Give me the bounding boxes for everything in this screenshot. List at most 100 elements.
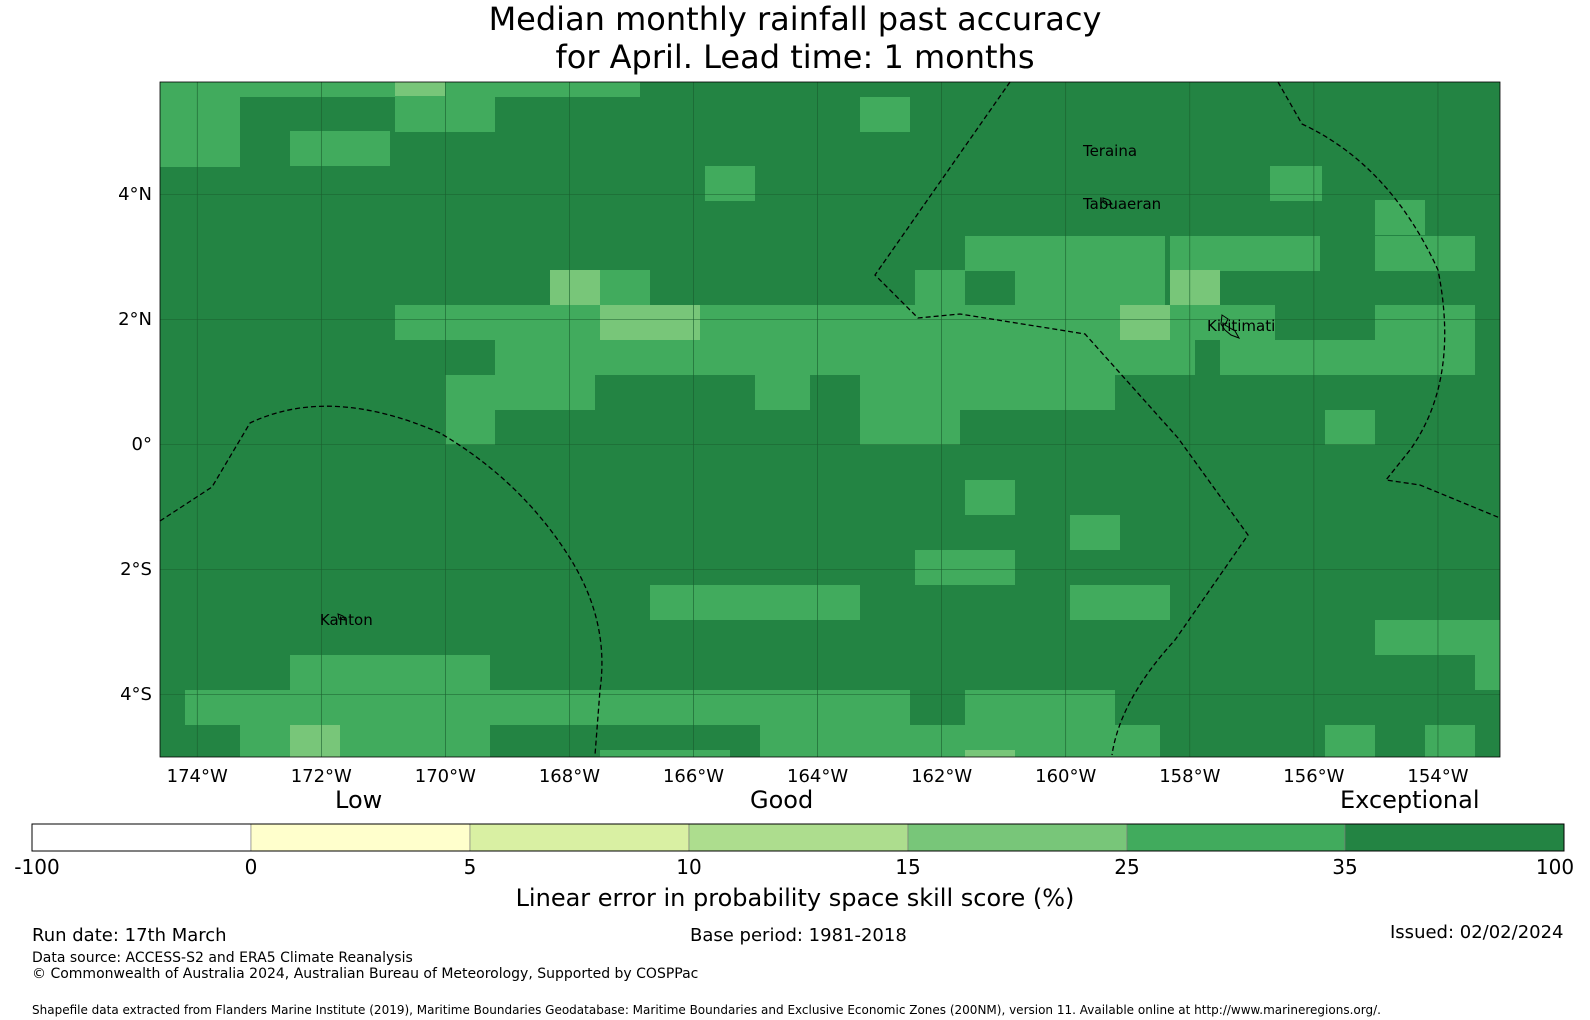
grid-cell-32 xyxy=(650,585,860,620)
grid-cell-43 xyxy=(1425,725,1475,757)
grid-cell-23 xyxy=(445,375,595,410)
place-label-0: Teraina xyxy=(1082,141,1138,160)
colorbar-seg-0 xyxy=(31,823,252,852)
graticule xyxy=(160,82,1500,757)
data-source: Data source: ACCESS-S2 and ERA5 Climate … xyxy=(32,950,413,966)
colorbar-tick-5: 25 xyxy=(1114,855,1140,879)
colorbar-seg-3 xyxy=(688,823,909,852)
colorbar-frame xyxy=(31,823,1565,852)
eez-kiritimati-east xyxy=(1277,81,1501,519)
x-tick-7: 160°W xyxy=(1035,766,1097,787)
category-good: Good xyxy=(750,786,814,814)
title-line-2: for April. Lead time: 1 months xyxy=(555,38,1035,76)
grid-cell-27 xyxy=(860,410,960,445)
x-tick-4: 166°W xyxy=(662,766,725,787)
grid-cell-45 xyxy=(600,750,730,757)
grid-cell-40 xyxy=(290,725,340,757)
y-tick-2: 0° xyxy=(131,433,152,455)
island-kanton xyxy=(337,613,346,621)
grid-cell-21 xyxy=(495,340,1195,375)
colorbar-segments xyxy=(31,823,1565,852)
colorbar-tick-6: 35 xyxy=(1332,855,1358,879)
grid-cell-3 xyxy=(395,96,495,132)
grid-cell-4 xyxy=(290,131,390,166)
grid-cell-7 xyxy=(1270,166,1322,201)
issued-date: Issued: 02/02/2024 xyxy=(1390,922,1564,943)
shapefile-credit: Shapefile data extracted from Flanders M… xyxy=(32,1003,1381,1017)
grid-cell-16 xyxy=(1170,270,1220,305)
grid-cell-30 xyxy=(1070,515,1120,550)
colorbar xyxy=(31,823,1565,852)
grid-cell-14 xyxy=(915,270,965,305)
colorbar-seg-6 xyxy=(1344,823,1565,852)
grid-cell-6 xyxy=(705,166,755,201)
chart-title: Median monthly rainfall past accuracy fo… xyxy=(0,0,1590,76)
category-low: Low xyxy=(335,786,383,814)
grid-cell-31 xyxy=(915,550,1015,585)
colorbar-tick-0: -100 xyxy=(14,855,60,879)
grid-cell-42 xyxy=(1325,725,1375,757)
grid-cell-39 xyxy=(240,725,490,757)
grid-cell-15 xyxy=(1015,270,1165,305)
island-tabuaeran xyxy=(1102,197,1113,206)
map-frame xyxy=(159,81,1501,758)
island-outlines xyxy=(337,197,1241,621)
grid-cell-24 xyxy=(755,375,810,410)
grid-cell-35 xyxy=(1475,655,1500,690)
x-tick-5: 164°W xyxy=(787,766,849,787)
colorbar-tick-1: 0 xyxy=(244,855,258,879)
eez-boundaries xyxy=(159,81,1501,756)
grid-cell-22 xyxy=(1220,340,1475,375)
grid-cell-41 xyxy=(760,725,1160,757)
colorbar-seg-4 xyxy=(907,823,1128,852)
x-tick-0: 174°W xyxy=(166,766,228,787)
y-tick-1: 2°N xyxy=(118,308,152,330)
colorbar-seg-1 xyxy=(250,823,471,852)
place-label-2: Kiritimati xyxy=(1207,316,1276,335)
run-date: Run date: 17th March xyxy=(32,925,227,946)
grid-cell-34 xyxy=(1375,620,1500,655)
place-label-1: Tabuaeran xyxy=(1082,194,1162,213)
grid-cell-18 xyxy=(600,305,700,340)
colorbar-tick-3: 10 xyxy=(676,855,702,879)
x-tick-9: 156°W xyxy=(1283,766,1345,787)
grid-cell-5 xyxy=(860,97,910,132)
grid-cell-44 xyxy=(965,750,1015,757)
copyright: © Commonwealth of Australia 2024, Austra… xyxy=(32,966,699,982)
x-tick-10: 154°W xyxy=(1407,766,1469,787)
grid-cell-28 xyxy=(1325,410,1375,445)
grid-cell-25 xyxy=(860,375,1115,410)
island-kiritimati xyxy=(1220,314,1241,339)
y-tick-0: 4°N xyxy=(118,183,152,205)
grid-cell-33 xyxy=(1070,585,1170,620)
colorbar-title: Linear error in probability space skill … xyxy=(515,884,1075,912)
x-tick-8: 158°W xyxy=(1159,766,1221,787)
x-tick-1: 172°W xyxy=(290,766,352,787)
x-tick-2: 170°W xyxy=(414,766,476,787)
grid-cell-20 xyxy=(1275,305,1375,340)
category-exceptional: Exceptional xyxy=(1340,786,1480,814)
x-tick-3: 168°W xyxy=(538,766,601,787)
place-label-3: Kanton xyxy=(319,610,373,629)
grid-cell-2 xyxy=(395,82,445,97)
colorbar-tick-4: 15 xyxy=(895,855,921,879)
y-tick-3: 2°S xyxy=(120,558,152,580)
y-tick-4: 4°S xyxy=(120,683,152,705)
eez-line-islands-north xyxy=(874,81,1249,756)
colorbar-seg-5 xyxy=(1126,823,1346,852)
grid-cell-0 xyxy=(160,82,240,167)
grid-cell-29 xyxy=(965,480,1015,515)
eez-kanton xyxy=(159,405,603,756)
x-tick-6: 162°W xyxy=(911,766,973,787)
grid-cell-36 xyxy=(290,655,490,690)
grid-cell-10 xyxy=(965,236,1165,271)
grid-cell-9 xyxy=(1375,236,1475,271)
title-line-1: Median monthly rainfall past accuracy xyxy=(488,0,1102,38)
colorbar-tick-2: 5 xyxy=(463,855,477,879)
grid-cell-37 xyxy=(185,690,910,725)
colorbar-seg-2 xyxy=(469,823,690,852)
grid-cell-26 xyxy=(445,410,495,445)
colorbar-tick-7: 100 xyxy=(1535,855,1575,879)
grid-cell-11 xyxy=(1170,236,1320,271)
